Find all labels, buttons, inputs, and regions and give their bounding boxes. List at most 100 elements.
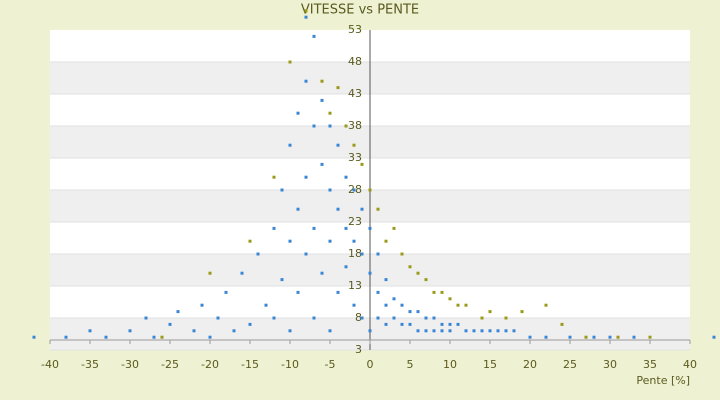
point xyxy=(384,322,388,326)
point xyxy=(256,252,260,256)
point xyxy=(160,335,164,339)
point xyxy=(440,290,444,294)
point xyxy=(232,329,236,333)
point xyxy=(336,290,340,294)
point xyxy=(504,329,508,333)
x-tick-label: -5 xyxy=(325,358,336,371)
point xyxy=(272,316,276,320)
point xyxy=(296,290,300,294)
y-tick-label: 18 xyxy=(348,247,362,260)
point xyxy=(592,335,596,339)
point xyxy=(528,335,532,339)
point xyxy=(344,175,348,179)
point xyxy=(280,188,284,192)
point xyxy=(360,252,364,256)
point xyxy=(512,329,516,333)
x-tick-label: -10 xyxy=(281,358,299,371)
point xyxy=(464,329,468,333)
point xyxy=(392,226,396,230)
x-tick-label: -40 xyxy=(41,358,59,371)
point xyxy=(288,143,292,147)
point xyxy=(472,329,476,333)
x-tick-label: -20 xyxy=(201,358,219,371)
point xyxy=(168,322,172,326)
chart-title: VITESSE vs PENTE xyxy=(301,3,419,18)
point xyxy=(176,310,180,314)
point xyxy=(200,303,204,307)
point xyxy=(32,335,36,339)
x-tick-label: -35 xyxy=(81,358,99,371)
x-tick-label: 0 xyxy=(367,358,374,371)
y-tick-label: 38 xyxy=(348,119,362,132)
point xyxy=(312,124,316,128)
point xyxy=(384,278,388,282)
point xyxy=(320,79,324,83)
point xyxy=(88,329,92,333)
point xyxy=(104,335,108,339)
x-tick-label: 40 xyxy=(683,358,697,371)
point xyxy=(208,271,212,275)
point xyxy=(432,329,436,333)
x-tick-label: 15 xyxy=(483,358,497,371)
point xyxy=(376,290,380,294)
point xyxy=(368,188,372,192)
point xyxy=(616,335,620,339)
x-tick-label: 30 xyxy=(603,358,617,371)
point xyxy=(336,143,340,147)
point xyxy=(632,335,636,339)
y-tick-label: 33 xyxy=(348,151,362,164)
point xyxy=(328,329,332,333)
point xyxy=(448,297,452,301)
point xyxy=(360,207,364,211)
point xyxy=(320,162,324,166)
point xyxy=(376,316,380,320)
point xyxy=(584,335,588,339)
point xyxy=(480,316,484,320)
point xyxy=(392,316,396,320)
point xyxy=(328,188,332,192)
point xyxy=(464,303,468,307)
point xyxy=(376,252,380,256)
point xyxy=(336,207,340,211)
point xyxy=(432,316,436,320)
point xyxy=(648,335,652,339)
point xyxy=(264,303,268,307)
point xyxy=(248,322,252,326)
point xyxy=(272,226,276,230)
point xyxy=(344,124,348,128)
point xyxy=(424,329,428,333)
point xyxy=(424,278,428,282)
point xyxy=(400,252,404,256)
point xyxy=(400,322,404,326)
point xyxy=(368,271,372,275)
x-tick-label: 20 xyxy=(523,358,537,371)
point xyxy=(208,335,212,339)
point xyxy=(488,329,492,333)
y-tick-label: 48 xyxy=(348,55,362,68)
point xyxy=(400,303,404,307)
point xyxy=(416,310,420,314)
point xyxy=(304,252,308,256)
point xyxy=(376,207,380,211)
point xyxy=(496,329,500,333)
point xyxy=(416,329,420,333)
y-tick-label: 43 xyxy=(348,87,362,100)
point xyxy=(192,329,196,333)
point xyxy=(520,310,524,314)
x-tick-label: -30 xyxy=(121,358,139,371)
point xyxy=(384,303,388,307)
x-axis-title: Pente [%] xyxy=(636,374,690,387)
point xyxy=(304,9,308,13)
point xyxy=(424,316,428,320)
y-tick-label: 13 xyxy=(348,279,362,292)
point xyxy=(448,329,452,333)
point xyxy=(560,322,564,326)
point xyxy=(144,316,148,320)
x-tick-label: 35 xyxy=(643,358,657,371)
point xyxy=(304,175,308,179)
point xyxy=(312,226,316,230)
point xyxy=(408,265,412,269)
point xyxy=(344,265,348,269)
point xyxy=(272,175,276,179)
